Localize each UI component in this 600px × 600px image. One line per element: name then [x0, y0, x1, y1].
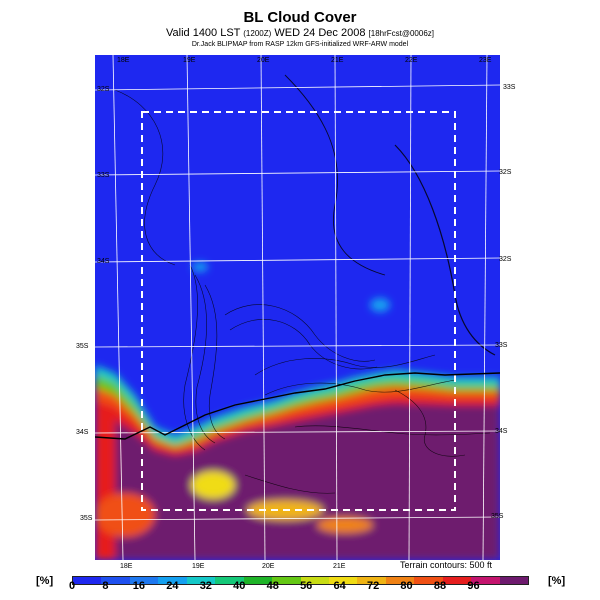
lat-label-right-4: 33S [495, 342, 508, 349]
colorbar-tick-88: 88 [433, 580, 447, 592]
colorbar-tick-96: 96 [467, 580, 480, 592]
colorbar-tick-0: 0 [68, 580, 76, 592]
map-svg [95, 55, 500, 560]
lon-label-top-6: 23E [479, 57, 492, 64]
colorbar-swatch-14 [471, 577, 500, 584]
colorbar-swatch-5 [215, 577, 244, 584]
colorbar-tick-40: 40 [233, 580, 246, 592]
lat-label-right-6: 35S [491, 513, 504, 520]
lat-label-right-3: 32S [499, 256, 512, 263]
colorbar-tick-24: 24 [166, 580, 179, 592]
colorbar-tick-80: 80 [400, 580, 413, 592]
coastline [95, 372, 500, 440]
valid-time-utc: (1200Z) [243, 29, 272, 38]
map-title: BL Cloud Cover [243, 9, 357, 26]
lat-label-left-1: 32S [97, 86, 110, 93]
colorbar-swatch-15 [499, 577, 528, 584]
lat-label-right-5: 34S [495, 428, 508, 435]
colorbar-swatch-13 [442, 577, 472, 584]
lat-label-left-3: 34S [97, 258, 110, 265]
colorbar [72, 576, 529, 585]
lat-label-left-5: 34S [76, 429, 89, 436]
colorbar-swatch-8 [300, 577, 329, 584]
map-subtitle: Valid 1400 LST (1200Z) WED 24 Dec 2008 [… [0, 27, 600, 39]
colorbar-unit-right: [%] [548, 575, 566, 587]
lon-label-top-3: 20E [257, 57, 270, 64]
model-domain-box [141, 111, 456, 511]
colorbar-swatch-7 [272, 577, 301, 584]
colorbar-unit-left: [%] [36, 575, 54, 587]
lat-label-right-1: 33S [503, 84, 516, 91]
colorbar-swatch-3 [158, 577, 187, 584]
terrain-contours [114, 74, 496, 494]
colorbar-tick-64: 64 [333, 580, 346, 592]
lon-label-top-4: 21E [331, 57, 344, 64]
forecast-hour: [18hrFcst@0006z] [368, 29, 434, 38]
colorbar-swatch-4 [186, 577, 216, 584]
colorbar-tick-8: 8 [102, 580, 109, 592]
colorbar-tick-32: 32 [199, 580, 212, 592]
cloud-field [95, 262, 500, 560]
colorbar-swatch-11 [385, 577, 415, 584]
lat-label-left-2: 33S [97, 172, 110, 179]
colorbar-tick-16: 16 [132, 580, 146, 592]
lat-lon-grid [95, 55, 500, 560]
lat-label-left-4: 35S [76, 343, 89, 350]
lon-label-bottom-4: 21E [333, 563, 346, 570]
valid-time: Valid 1400 LST [166, 27, 241, 39]
lon-label-top-5: 22E [405, 57, 418, 64]
lon-label-bottom-2: 19E [192, 563, 205, 570]
lon-label-bottom-1: 18E [120, 563, 133, 570]
lat-label-right-2: 32S [499, 169, 512, 176]
lat-label-left-6: 35S [80, 515, 93, 522]
colorbar-swatch-1 [101, 577, 130, 584]
lon-label-bottom-3: 20E [262, 563, 275, 570]
colorbar-swatch-9 [328, 577, 358, 584]
model-credit: Dr.Jack BLIPMAP from RASP 12km GFS-initi… [191, 41, 409, 48]
lon-label-top-1: 18E [117, 57, 130, 64]
colorbar-tick-72: 72 [366, 580, 380, 592]
cloud-cover-map [95, 55, 500, 560]
terrain-contour-note: Terrain contours: 500 ft [400, 560, 493, 570]
colorbar-tick-48: 48 [266, 580, 279, 592]
colorbar-swatch-12 [414, 577, 443, 584]
colorbar-swatch-6 [243, 577, 273, 584]
colorbar-swatch-0 [73, 577, 102, 584]
colorbar-tick-56: 56 [300, 580, 313, 592]
lon-label-top-2: 19E [183, 57, 196, 64]
colorbar-swatch-10 [357, 577, 386, 584]
colorbar-swatch-2 [129, 577, 159, 584]
valid-date: WED 24 Dec 2008 [274, 27, 366, 39]
